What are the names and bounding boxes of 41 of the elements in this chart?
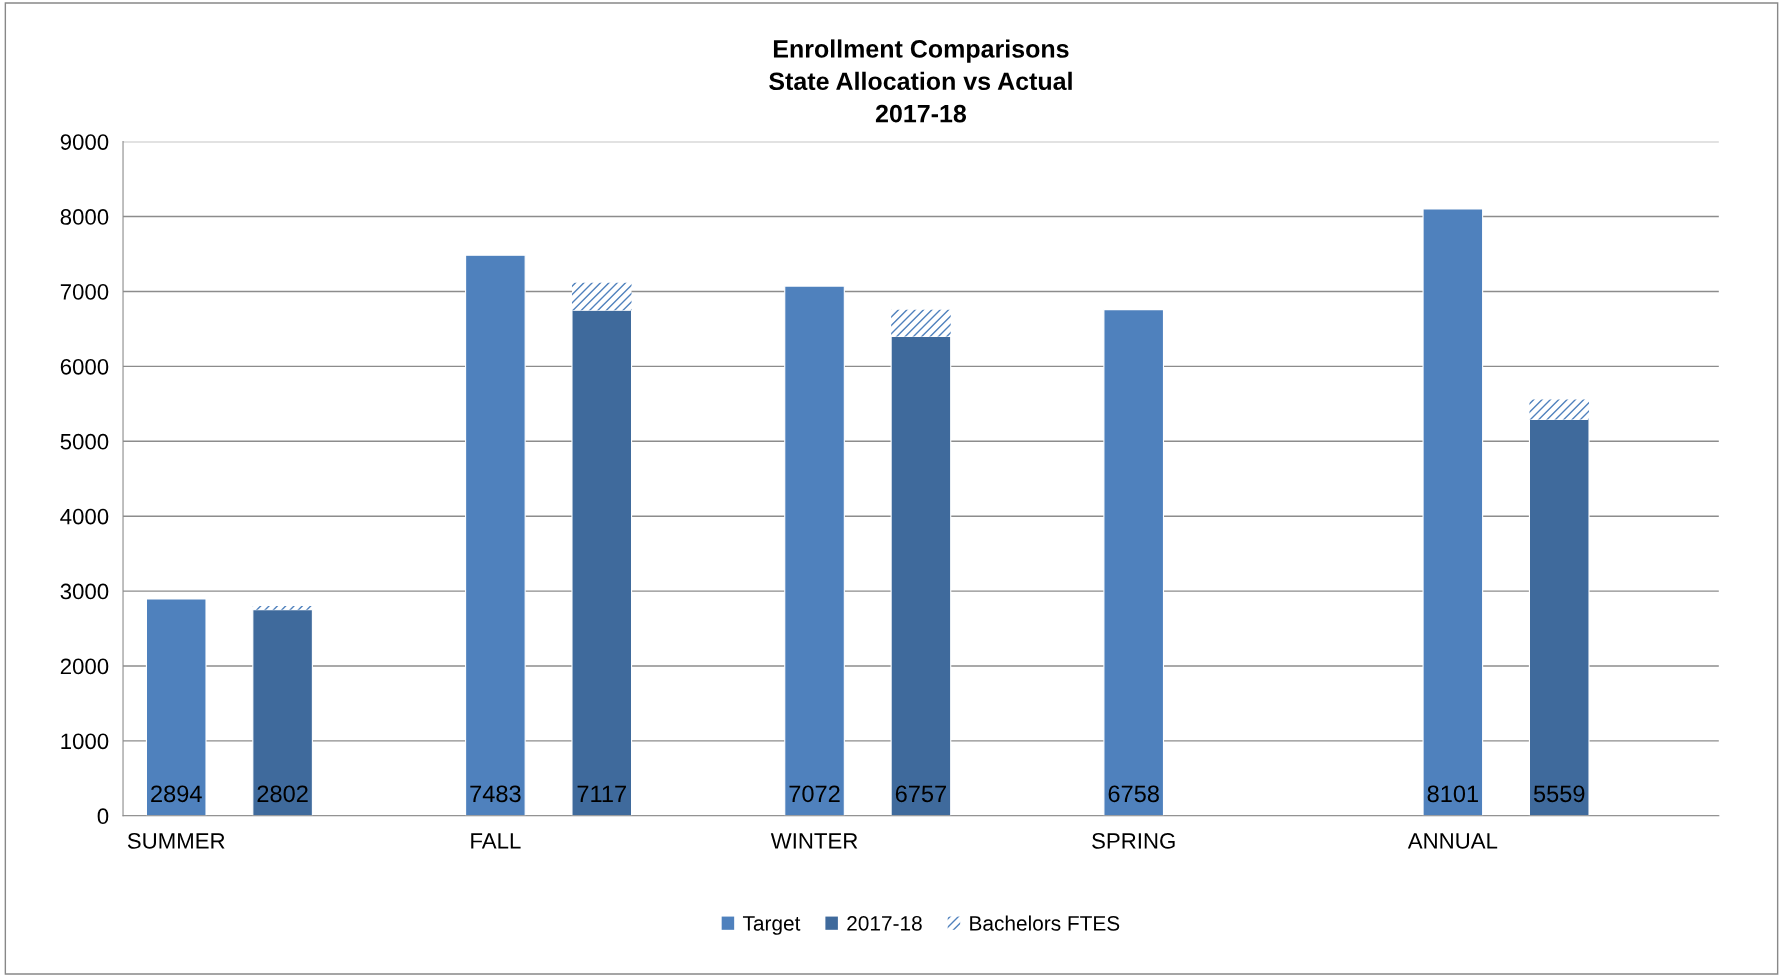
y-tick-label: 4000	[60, 508, 109, 525]
bar	[891, 309, 951, 337]
total-label: 2894	[151, 785, 202, 803]
bar	[1528, 419, 1590, 816]
bar	[571, 282, 632, 311]
bar	[465, 254, 526, 816]
total-label: 7117	[577, 785, 626, 802]
x-tick-label: WINTER	[770, 833, 858, 849]
y-tick-label: 6000	[60, 358, 109, 375]
y-tick-label: 1000	[61, 733, 109, 750]
y-tick-label: 9000	[60, 134, 109, 150]
bar	[1422, 208, 1484, 816]
bar	[252, 605, 313, 610]
total-label: 8101	[1427, 785, 1478, 803]
bar	[784, 285, 845, 816]
total-label: 6757	[895, 785, 946, 803]
legend-label: Bachelors FTES	[970, 915, 1120, 931]
bar	[1529, 399, 1590, 420]
y-tick-label: 2000	[60, 658, 109, 675]
x-tick-label: FALL	[471, 833, 521, 849]
x-tick-label: ANNUAL	[1407, 833, 1498, 849]
total-label: 7483	[470, 785, 521, 803]
x-tick-label: SUMMER	[127, 833, 225, 849]
y-tick-label: 7000	[60, 284, 109, 300]
legend-label: 2017-18	[847, 915, 922, 931]
y-tick-label: 3000	[60, 583, 109, 600]
bar	[252, 609, 313, 816]
x-tick-label: SPRING	[1092, 833, 1175, 849]
total-label: 2802	[257, 785, 308, 803]
total-label: 5559	[1533, 785, 1585, 803]
total-label: 6758	[1108, 785, 1159, 803]
chart-title: Enrollment Comparisons State Allocation vs Actual 2017-18	[769, 39, 1072, 123]
bar	[571, 309, 633, 816]
total-label: 7072	[789, 785, 840, 803]
bar	[1103, 309, 1165, 816]
bar	[890, 335, 952, 816]
y-tick-label: 8000	[60, 209, 109, 225]
y-tick-label: 5000	[60, 433, 109, 450]
legend-label: Target	[742, 916, 801, 935]
bar	[145, 598, 207, 816]
y-tick-label: 0	[97, 808, 109, 825]
